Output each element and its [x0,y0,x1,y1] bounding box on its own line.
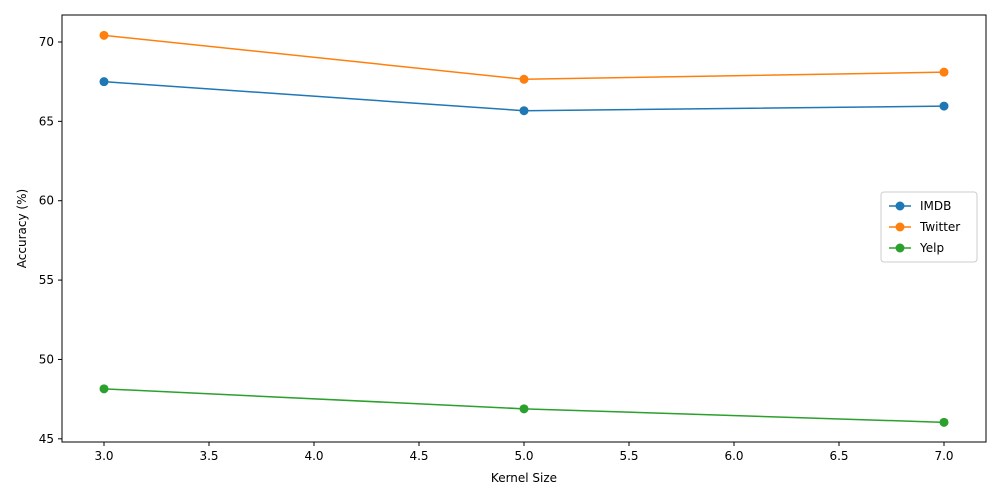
data-point-yelp [939,417,949,427]
data-point-twitter [519,74,529,84]
legend-marker-imdb [895,201,905,211]
legend: IMDB Twitter Yelp [880,191,978,263]
x-axis-label: Kernel Size [491,471,557,485]
legend-item-yelp: Yelp [889,241,944,255]
x-tick-label: 5.5 [619,449,638,463]
legend-label-imdb: IMDB [920,199,951,213]
series-layer [99,30,949,427]
y-tick-label: 65 [39,114,54,128]
series-line-twitter [103,34,945,81]
x-tick-label: 4.5 [409,449,428,463]
legend-item-twitter: Twitter [889,220,960,234]
data-point-yelp [519,404,529,414]
x-tick-label: 7.0 [934,449,953,463]
data-point-imdb [939,101,949,111]
x-tick-label: 6.5 [829,449,848,463]
x-tick-label: 4.0 [304,449,323,463]
y-axis-label: Accuracy (%) [15,189,29,268]
legend-label-yelp: Yelp [919,241,944,255]
x-tick-label: 5.0 [514,449,533,463]
data-point-twitter [939,67,949,77]
legend-marker-yelp [895,243,905,253]
data-point-imdb [519,106,529,116]
series-imdb [99,77,949,116]
data-point-yelp [99,384,109,394]
x-tick-label: 6.0 [724,449,743,463]
series-yelp [99,384,949,427]
y-tick-label: 55 [39,273,54,287]
y-tick-label: 45 [39,432,54,446]
y-tick-label: 70 [39,35,54,49]
series-twitter [99,30,949,84]
x-tick-label: 3.5 [199,449,218,463]
data-point-twitter [99,30,109,40]
data-point-imdb [99,77,109,87]
x-axis: 3.0 3.5 4.0 4.5 5.0 5.5 6.0 6.5 7.0 [94,442,954,463]
legend-box [880,191,978,263]
y-axis: 45 50 55 60 65 70 [39,35,62,446]
x-tick-label: 3.0 [94,449,113,463]
legend-label-twitter: Twitter [919,220,960,234]
y-tick-label: 60 [39,194,54,208]
legend-item-imdb: IMDB [889,199,951,213]
y-tick-label: 50 [39,352,54,366]
legend-marker-twitter [895,222,905,232]
